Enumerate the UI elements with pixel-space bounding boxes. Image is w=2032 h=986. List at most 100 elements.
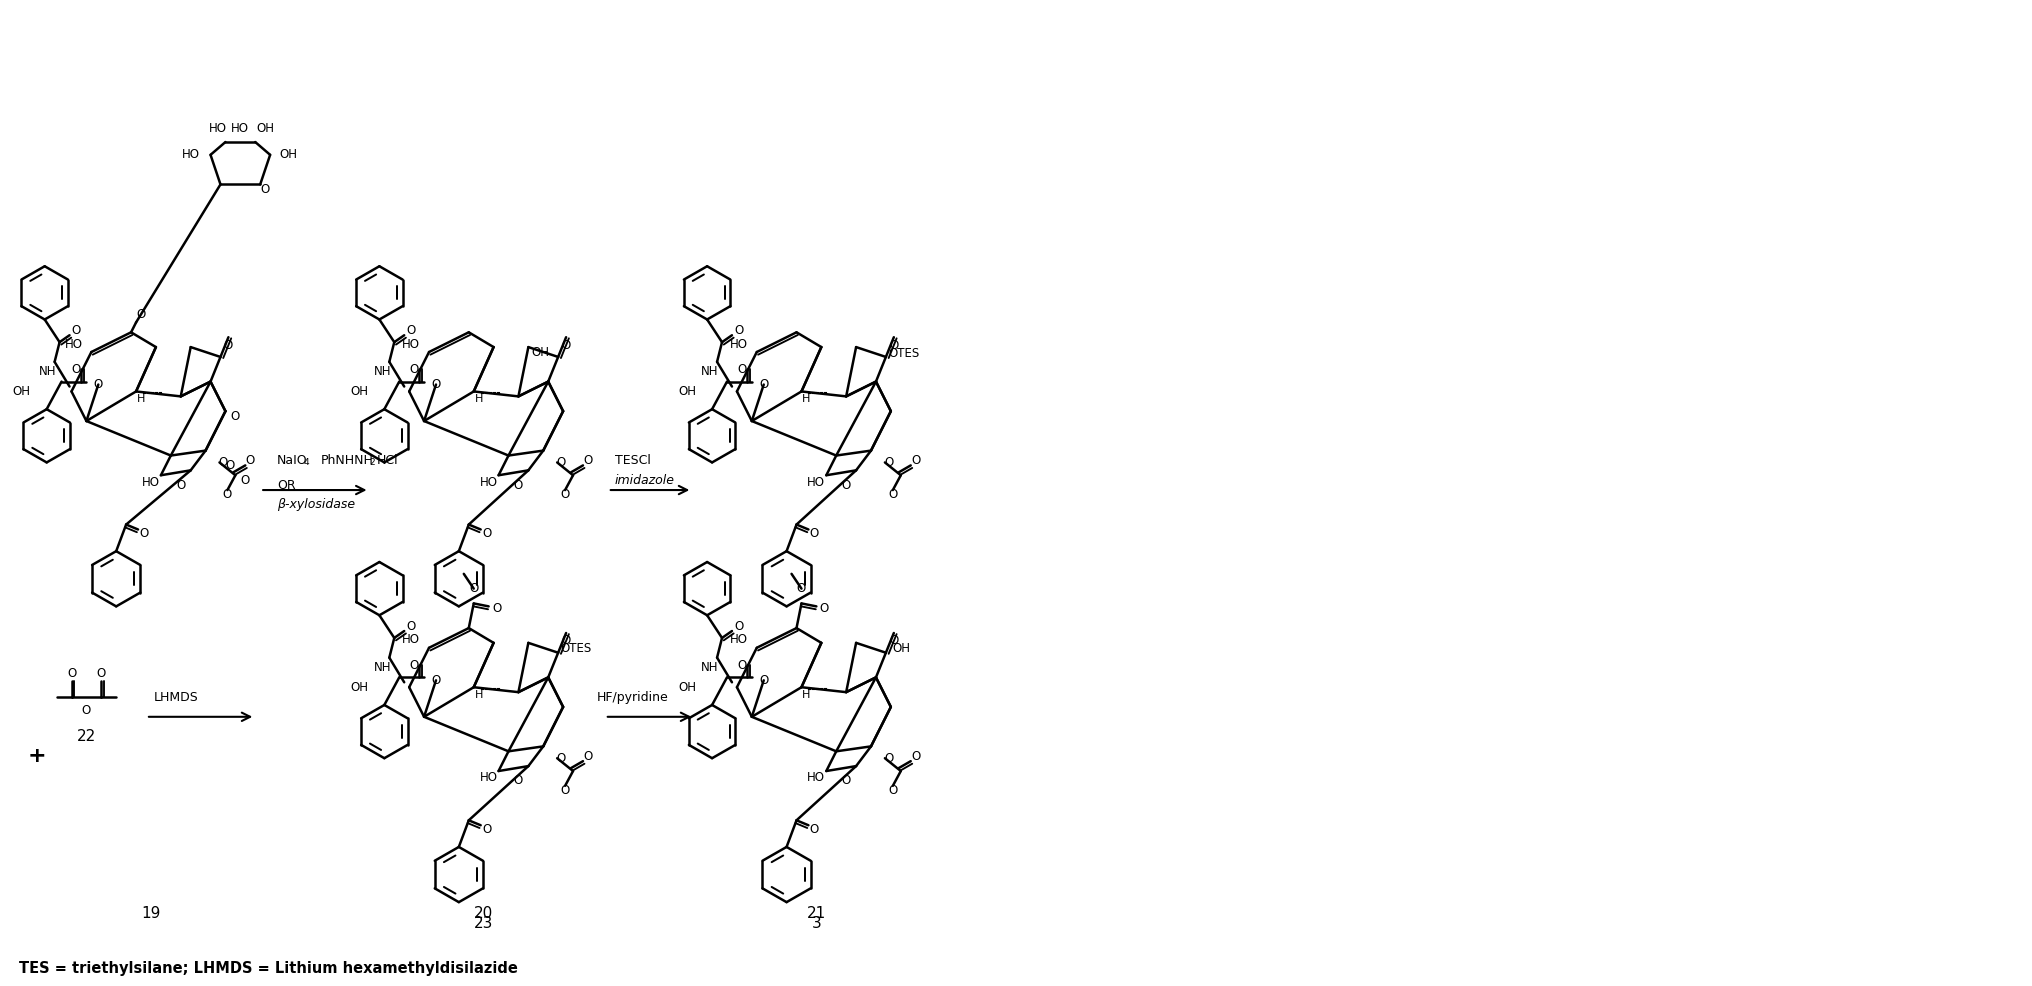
- Text: H: H: [475, 394, 484, 404]
- Text: TESCl: TESCl: [616, 454, 650, 467]
- Text: NaIO: NaIO: [276, 454, 307, 467]
- Text: HF/pyridine: HF/pyridine: [597, 690, 669, 704]
- Text: O: O: [224, 488, 232, 502]
- Text: O: O: [910, 749, 920, 763]
- Text: O: O: [219, 456, 228, 469]
- Text: O: O: [583, 454, 593, 467]
- Text: NH: NH: [374, 365, 390, 379]
- Text: HCl: HCl: [376, 454, 398, 467]
- Text: HO: HO: [232, 121, 250, 135]
- Text: 4: 4: [305, 458, 309, 467]
- Text: OH: OH: [256, 121, 274, 135]
- Text: O: O: [738, 363, 746, 377]
- Text: O: O: [177, 478, 185, 492]
- Text: OH: OH: [12, 385, 30, 398]
- Text: HO: HO: [729, 633, 748, 647]
- Text: OH: OH: [530, 345, 549, 359]
- Text: H: H: [136, 394, 144, 404]
- Text: H: H: [803, 394, 811, 404]
- Text: OH: OH: [679, 680, 697, 694]
- Text: NH: NH: [39, 365, 57, 379]
- Text: HO: HO: [480, 475, 498, 489]
- Text: O: O: [561, 634, 571, 648]
- Text: O: O: [561, 338, 571, 352]
- Text: O: O: [260, 182, 270, 196]
- Text: O: O: [67, 667, 75, 680]
- Text: O: O: [819, 601, 829, 615]
- Text: 23: 23: [473, 916, 494, 932]
- Text: OH: OH: [892, 642, 910, 656]
- Text: O: O: [482, 527, 492, 540]
- Text: O: O: [492, 601, 502, 615]
- Text: O: O: [888, 784, 898, 798]
- Text: O: O: [734, 619, 744, 633]
- Text: O: O: [841, 774, 851, 788]
- Text: O: O: [410, 659, 419, 672]
- Text: HO: HO: [181, 148, 199, 162]
- Text: OH: OH: [278, 148, 297, 162]
- Text: 20: 20: [473, 906, 494, 922]
- Text: O: O: [811, 822, 819, 836]
- Text: O: O: [734, 323, 744, 337]
- Text: PhNHNH: PhNHNH: [321, 454, 374, 467]
- Text: O: O: [240, 473, 250, 487]
- Text: O: O: [583, 749, 593, 763]
- Text: OH: OH: [679, 385, 697, 398]
- Text: O: O: [811, 527, 819, 540]
- Text: O: O: [514, 774, 522, 788]
- Text: O: O: [738, 659, 746, 672]
- Text: O: O: [561, 488, 569, 502]
- Text: O: O: [760, 378, 768, 391]
- Text: O: O: [406, 619, 417, 633]
- Text: O: O: [246, 454, 254, 467]
- Text: O: O: [561, 784, 569, 798]
- Text: HO: HO: [807, 771, 825, 785]
- Text: O: O: [431, 378, 441, 391]
- Text: O: O: [232, 409, 240, 423]
- Text: O: O: [71, 363, 81, 377]
- Text: H: H: [475, 690, 484, 700]
- Text: HO: HO: [807, 475, 825, 489]
- Text: O: O: [93, 378, 104, 391]
- Text: imidazole: imidazole: [616, 473, 675, 487]
- Text: O: O: [884, 456, 894, 469]
- Text: O: O: [482, 822, 492, 836]
- Text: 21: 21: [807, 906, 825, 922]
- Text: NH: NH: [374, 661, 390, 674]
- Text: TES = triethylsilane; LHMDS = Lithium hexamethyldisilazide: TES = triethylsilane; LHMDS = Lithium he…: [18, 960, 518, 976]
- Text: OTES: OTES: [561, 642, 591, 656]
- Text: O: O: [81, 704, 91, 718]
- Text: 3: 3: [811, 916, 821, 932]
- Text: O: O: [841, 478, 851, 492]
- Text: HO: HO: [142, 475, 161, 489]
- Text: OR: OR: [276, 478, 297, 492]
- Text: 22: 22: [77, 729, 96, 744]
- Text: 19: 19: [142, 906, 161, 922]
- Text: O: O: [136, 308, 146, 321]
- Text: OH: OH: [350, 385, 368, 398]
- Text: O: O: [224, 338, 234, 352]
- Text: +: +: [26, 746, 47, 766]
- Text: OTES: OTES: [888, 346, 918, 360]
- Text: HO: HO: [729, 337, 748, 351]
- Text: O: O: [557, 456, 565, 469]
- Text: O: O: [431, 673, 441, 687]
- Text: HO: HO: [209, 121, 226, 135]
- Text: β-xylosidase: β-xylosidase: [276, 498, 356, 512]
- Text: O: O: [910, 454, 920, 467]
- Text: O: O: [890, 634, 898, 648]
- Text: NH: NH: [701, 661, 719, 674]
- Text: O: O: [888, 488, 898, 502]
- Text: O: O: [98, 667, 106, 680]
- Text: O: O: [514, 478, 522, 492]
- Text: NH: NH: [701, 365, 719, 379]
- Text: LHMDS: LHMDS: [152, 690, 199, 704]
- Text: H: H: [803, 690, 811, 700]
- Text: OH: OH: [350, 680, 368, 694]
- Text: O: O: [797, 582, 807, 596]
- Text: O: O: [890, 338, 898, 352]
- Text: HO: HO: [402, 633, 421, 647]
- Text: O: O: [71, 323, 81, 337]
- Text: HO: HO: [65, 337, 83, 351]
- Text: O: O: [140, 527, 148, 540]
